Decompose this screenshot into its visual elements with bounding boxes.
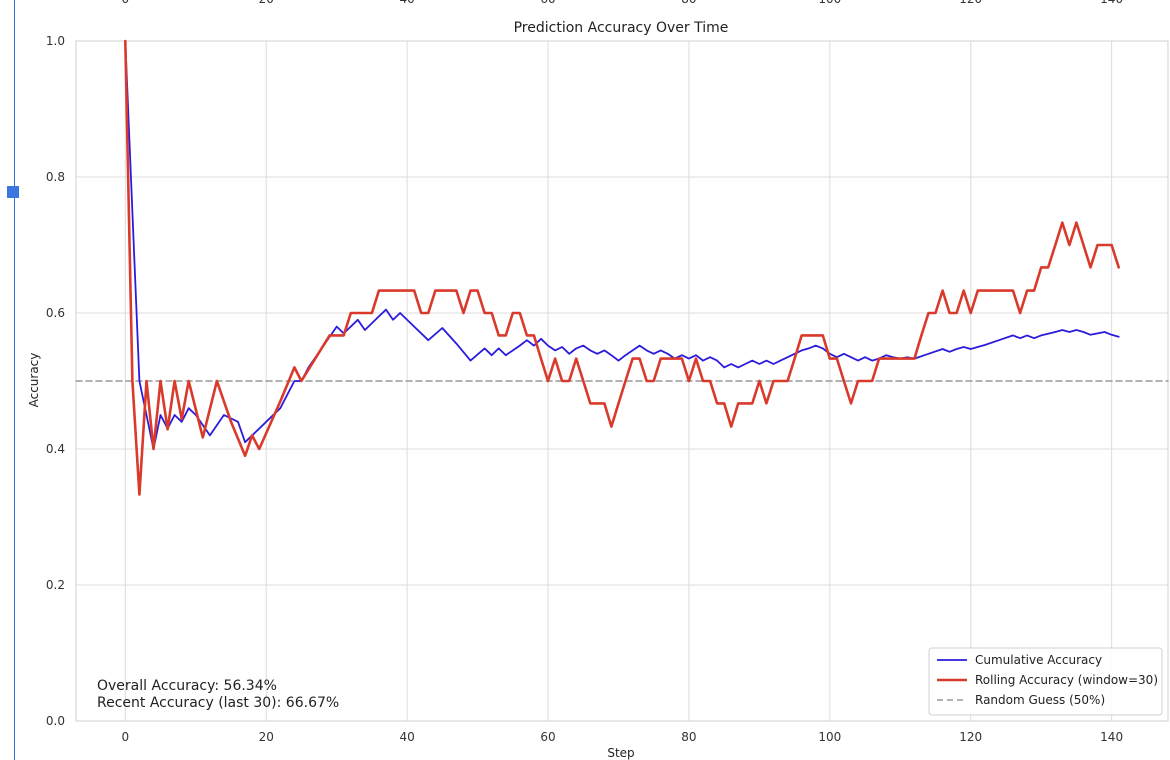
- x-tick-label: 40: [399, 730, 414, 744]
- legend-label-rolling: Rolling Accuracy (window=30): [975, 673, 1158, 687]
- top-tick-label: 80: [681, 0, 696, 6]
- top-tick-label: 140: [1100, 0, 1123, 6]
- y-axis-ticks: 0.0 0.2 0.4 0.6 0.8 1.0: [46, 34, 65, 728]
- x-tick-label: 120: [959, 730, 982, 744]
- y-tick-label: 0.0: [46, 714, 65, 728]
- chart-title: Prediction Accuracy Over Time: [514, 20, 729, 36]
- top-tick-label: 0: [121, 0, 129, 6]
- x-axis-ticks: 0 20 40 60 80 100 120 140: [121, 730, 1123, 744]
- x-tick-label: 80: [681, 730, 696, 744]
- legend-box: [928, 647, 1163, 716]
- legend-label-cumulative: Cumulative Accuracy: [975, 653, 1102, 667]
- chart-legend: Cumulative Accuracy Rolling Accuracy (wi…: [928, 647, 1163, 716]
- recent-accuracy-annotation: Recent Accuracy (last 30): 66.67%: [97, 695, 339, 711]
- left-edge-rule: [14, 0, 15, 760]
- x-tick-label: 0: [121, 730, 129, 744]
- y-tick-label: 0.6: [46, 306, 65, 320]
- top-tick-label: 40: [399, 0, 414, 6]
- top-axis-ticks: 0 20 40 60 80 100 120 140: [121, 0, 1123, 6]
- x-tick-label: 100: [818, 730, 841, 744]
- top-tick-label: 100: [818, 0, 841, 6]
- y-axis-label: Accuracy: [27, 353, 41, 408]
- chart-series: [75, 39, 1169, 496]
- side-marker-icon: [7, 186, 19, 198]
- top-tick-label: 20: [259, 0, 274, 6]
- cumulative-accuracy-line: [124, 40, 1120, 450]
- top-tick-label: 60: [540, 0, 555, 6]
- legend-label-random: Random Guess (50%): [975, 693, 1105, 707]
- x-tick-label: 20: [259, 730, 274, 744]
- overall-accuracy-annotation: Overall Accuracy: 56.34%: [97, 678, 277, 694]
- x-axis-label: Step: [607, 746, 634, 760]
- x-tick-label: 60: [540, 730, 555, 744]
- rolling-accuracy-line: [124, 39, 1120, 496]
- x-tick-label: 140: [1100, 730, 1123, 744]
- y-tick-label: 0.2: [46, 578, 65, 592]
- y-tick-label: 1.0: [46, 34, 65, 48]
- top-tick-label: 120: [959, 0, 982, 6]
- y-tick-label: 0.4: [46, 442, 65, 456]
- y-tick-label: 0.8: [46, 170, 65, 184]
